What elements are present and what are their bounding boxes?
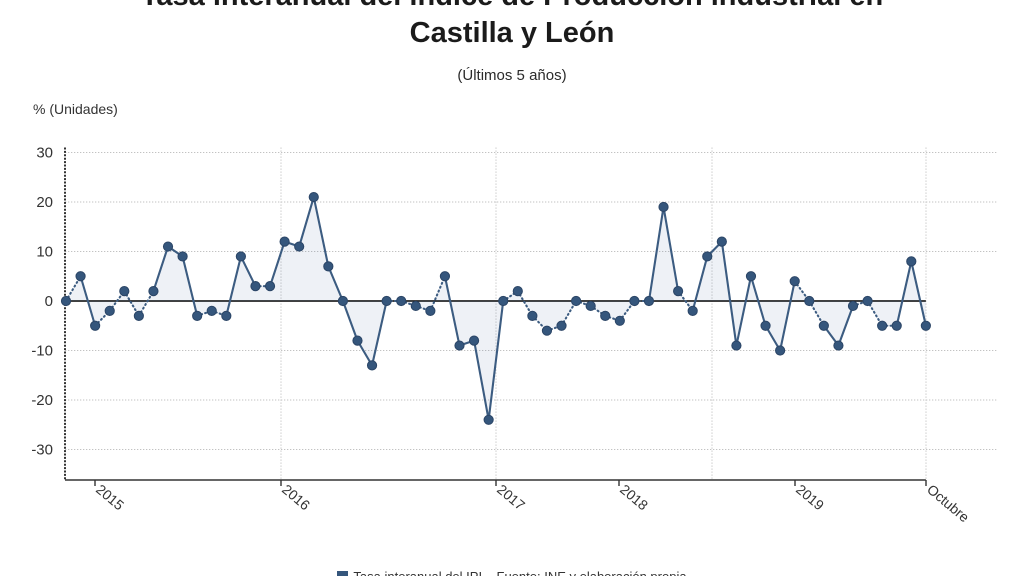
- svg-text:2015: 2015: [93, 481, 127, 513]
- svg-text:-20: -20: [31, 392, 53, 409]
- svg-text:10: 10: [36, 244, 53, 261]
- svg-text:2017: 2017: [494, 481, 528, 513]
- svg-text:-30: -30: [31, 442, 53, 459]
- svg-text:-10: -10: [31, 343, 53, 360]
- svg-text:2018: 2018: [617, 481, 651, 513]
- svg-text:30: 30: [36, 145, 53, 162]
- svg-text:Octubre: Octubre: [924, 481, 973, 525]
- svg-text:20: 20: [36, 194, 53, 211]
- svg-text:0: 0: [45, 293, 53, 310]
- svg-text:2016: 2016: [279, 481, 313, 513]
- svg-text:2019: 2019: [793, 481, 827, 513]
